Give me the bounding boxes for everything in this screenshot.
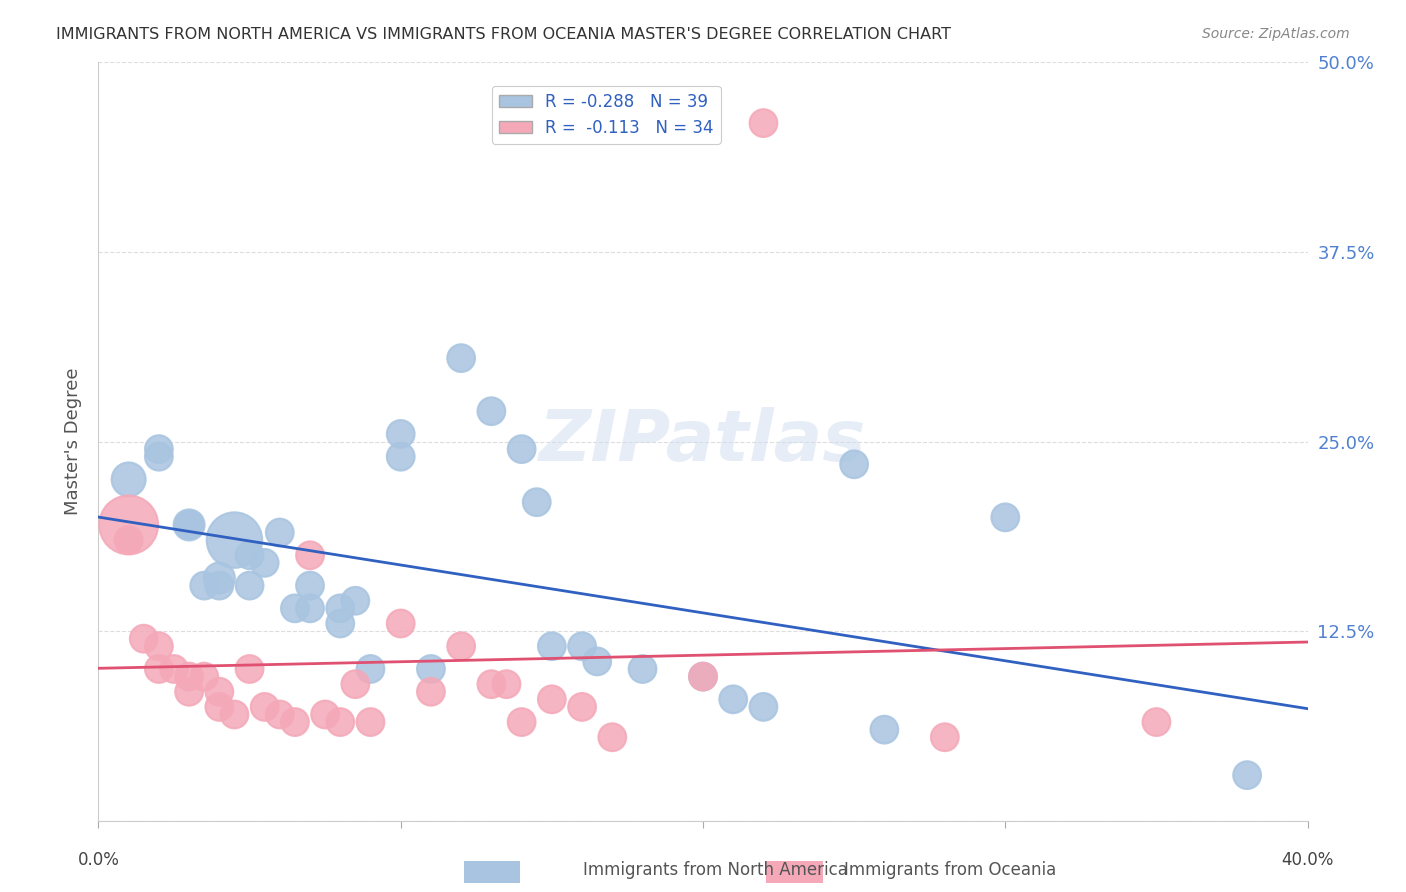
Point <box>586 655 609 669</box>
Point <box>844 458 866 472</box>
Text: 40.0%: 40.0% <box>1281 851 1334 869</box>
Point <box>389 427 412 442</box>
Text: 0.0%: 0.0% <box>77 851 120 869</box>
Point <box>450 639 472 653</box>
Point <box>526 495 548 509</box>
Point <box>284 601 307 615</box>
Point <box>224 707 246 722</box>
Point <box>299 548 322 563</box>
Point <box>179 517 201 532</box>
Point <box>163 662 186 676</box>
Point <box>510 715 533 730</box>
Point <box>329 715 352 730</box>
Point <box>420 662 443 676</box>
Point <box>692 669 714 683</box>
Point <box>179 669 201 683</box>
Point <box>934 730 956 744</box>
Point <box>450 351 472 366</box>
Text: IMMIGRANTS FROM NORTH AMERICA VS IMMIGRANTS FROM OCEANIA MASTER'S DEGREE CORRELA: IMMIGRANTS FROM NORTH AMERICA VS IMMIGRA… <box>56 27 952 42</box>
Point <box>193 669 215 683</box>
Point <box>253 699 276 714</box>
Point <box>148 450 170 464</box>
Point <box>148 639 170 653</box>
Point <box>284 715 307 730</box>
Point <box>540 692 562 706</box>
Point <box>314 707 336 722</box>
Point <box>179 685 201 699</box>
Point <box>118 517 141 532</box>
Point <box>540 639 562 653</box>
Point <box>148 442 170 457</box>
Point <box>208 699 231 714</box>
Point <box>571 639 593 653</box>
Point <box>239 662 262 676</box>
Point <box>752 699 775 714</box>
Point <box>193 579 215 593</box>
Point <box>329 601 352 615</box>
Point <box>224 533 246 548</box>
Point <box>510 442 533 457</box>
Text: ZIPatlas: ZIPatlas <box>540 407 866 476</box>
Point <box>360 662 382 676</box>
Point <box>495 677 517 691</box>
Point <box>208 579 231 593</box>
Point <box>631 662 654 676</box>
Point <box>360 715 382 730</box>
Point <box>602 730 624 744</box>
Point <box>329 616 352 631</box>
Legend: R = -0.288   N = 39, R =  -0.113   N = 34: R = -0.288 N = 39, R = -0.113 N = 34 <box>492 86 720 144</box>
Point <box>269 707 291 722</box>
Point <box>239 579 262 593</box>
Point <box>208 571 231 585</box>
Y-axis label: Master's Degree: Master's Degree <box>63 368 82 516</box>
Point <box>299 601 322 615</box>
Point <box>692 669 714 683</box>
Text: Immigrants from Oceania: Immigrants from Oceania <box>844 861 1056 879</box>
Text: Source: ZipAtlas.com: Source: ZipAtlas.com <box>1202 27 1350 41</box>
Point <box>118 533 141 548</box>
Point <box>179 517 201 532</box>
Point <box>420 685 443 699</box>
Point <box>481 677 503 691</box>
Point <box>873 723 896 737</box>
Text: Immigrants from North America: Immigrants from North America <box>583 861 848 879</box>
Point <box>723 692 745 706</box>
Point <box>389 616 412 631</box>
Point <box>1144 715 1167 730</box>
Point <box>1236 768 1258 782</box>
Point <box>344 594 367 608</box>
Point <box>132 632 155 646</box>
Point <box>299 579 322 593</box>
Point <box>389 450 412 464</box>
Point <box>118 473 141 487</box>
Point <box>571 699 593 714</box>
Point <box>179 517 201 532</box>
Point <box>481 404 503 418</box>
Point <box>994 510 1017 524</box>
Point <box>208 685 231 699</box>
Point <box>269 525 291 540</box>
Point <box>239 548 262 563</box>
Point <box>253 556 276 570</box>
Point <box>148 662 170 676</box>
Point <box>344 677 367 691</box>
Point <box>752 116 775 130</box>
